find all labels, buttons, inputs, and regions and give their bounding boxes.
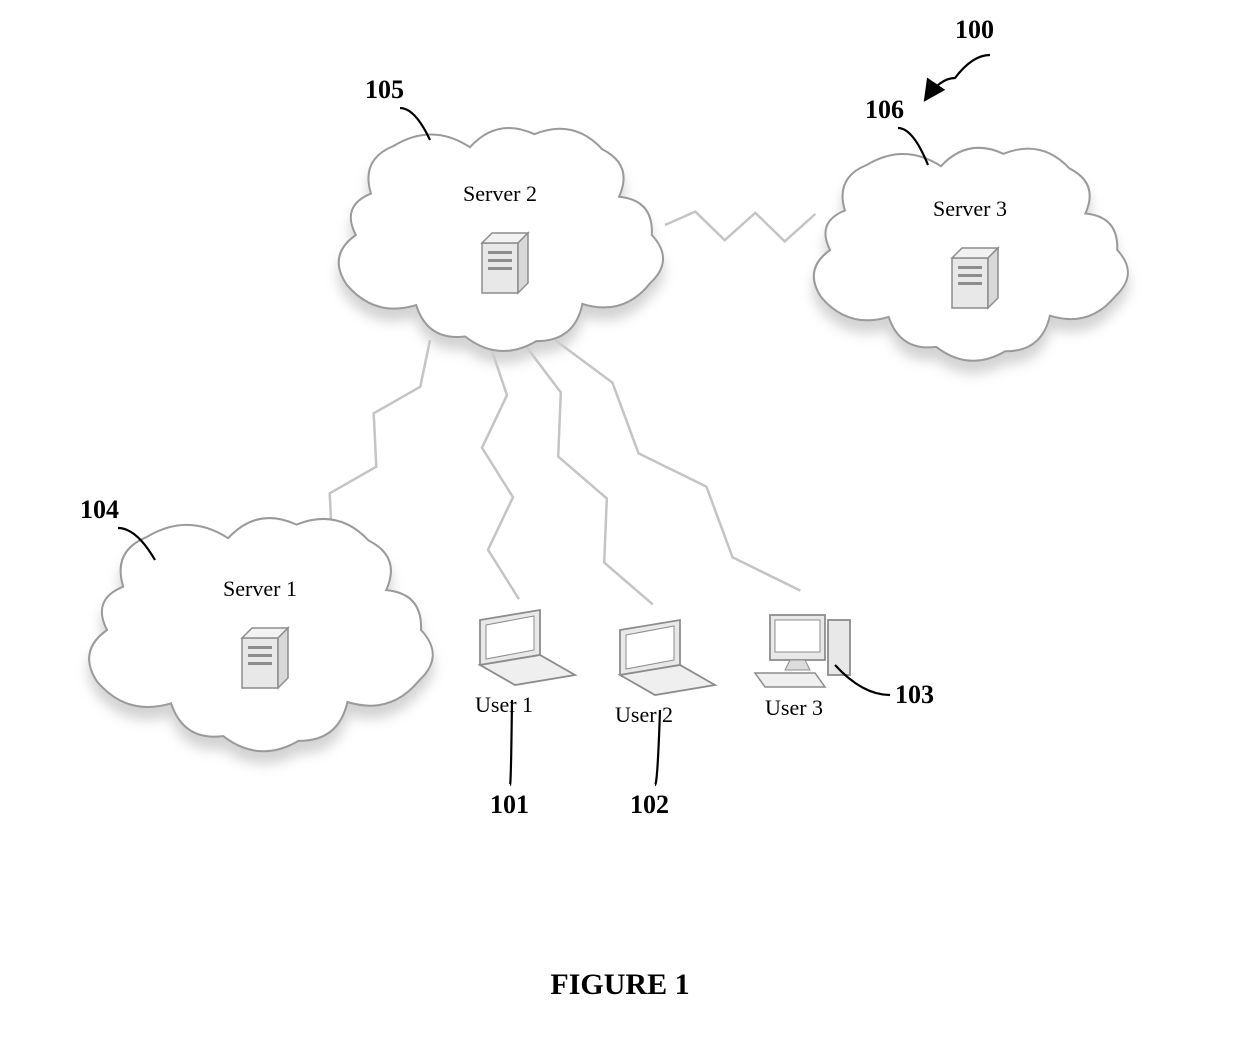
server-icon	[242, 628, 288, 688]
ref-label: 100	[955, 15, 994, 45]
server-icon	[482, 233, 528, 293]
ref-label: 101	[490, 790, 529, 820]
lightning-link	[330, 340, 430, 547]
laptop-user2	[620, 620, 715, 695]
device-label: User 1	[475, 692, 533, 718]
ref-leader	[835, 665, 890, 695]
lightning-link	[555, 340, 800, 591]
ref-leader	[925, 55, 990, 100]
device-label: User 3	[765, 695, 823, 721]
device-label: User 2	[615, 702, 673, 728]
desktop-user3	[755, 615, 850, 687]
server-icon	[952, 248, 998, 308]
ref-label: 102	[630, 790, 669, 820]
ref-label: 106	[865, 95, 904, 125]
ref-leader	[400, 108, 430, 140]
lightning-link	[665, 212, 815, 242]
diagram-stage: FIGURE 1 Server 1 Server 2 Server 3 User 1 U…	[0, 0, 1240, 1057]
cloud-label: Server 2	[450, 181, 550, 207]
ref-label: 103	[895, 680, 934, 710]
cloud-server3	[814, 148, 1128, 361]
ref-leader	[898, 128, 928, 165]
laptop-user1	[480, 610, 575, 685]
ref-leader	[118, 528, 155, 560]
ref-label: 105	[365, 75, 404, 105]
cloud-server2	[339, 128, 663, 351]
cloud-label: Server 1	[210, 576, 310, 602]
figure-title: FIGURE 1	[550, 968, 689, 1002]
cloud-server1	[89, 518, 433, 751]
diagram-svg	[0, 0, 1240, 1057]
lightning-link	[482, 345, 519, 599]
cloud-label: Server 3	[920, 196, 1020, 222]
lightning-link	[525, 345, 653, 604]
ref-label: 104	[80, 495, 119, 525]
